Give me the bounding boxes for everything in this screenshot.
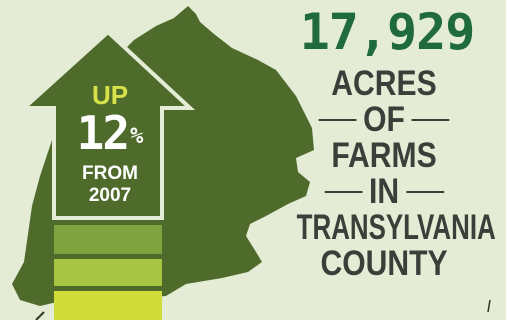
headline-line-of-row: OF: [283, 102, 486, 138]
percent-number: 12: [76, 106, 130, 160]
headline-line-in-row: IN: [283, 174, 486, 210]
headline-line-farms: FARMS: [331, 136, 437, 175]
percent-change: 12%: [54, 108, 164, 158]
headline-line-acres: ACRES: [331, 64, 437, 103]
from-label: FROM: [82, 163, 138, 184]
up-arrow-icon: [18, 29, 196, 220]
headline-line-of: OF: [363, 100, 405, 139]
percent-sign: %: [130, 124, 143, 149]
map-edge-mark: [487, 299, 491, 313]
headline-line-in: IN: [368, 172, 400, 211]
bar-level-3: [54, 291, 162, 320]
headline-text: ACRES OF FARMS IN TRANSYLVANIA COUNTY: [266, 66, 502, 282]
bar-level-2: [54, 259, 162, 286]
divider-rule: [324, 191, 363, 193]
headline-line-county: COUNTY: [320, 244, 448, 283]
bar-level-1: [54, 225, 162, 254]
headline-line-transylvania: TRANSYLVANIA: [296, 208, 496, 247]
up-label: UP: [91, 80, 129, 110]
divider-rule: [411, 119, 450, 121]
divider-rule: [405, 191, 444, 193]
divider-rule: [318, 119, 357, 121]
map-edge-mark: [35, 311, 45, 320]
acres-number: 17,929: [299, 3, 476, 61]
year-label: 2007: [88, 185, 132, 206]
